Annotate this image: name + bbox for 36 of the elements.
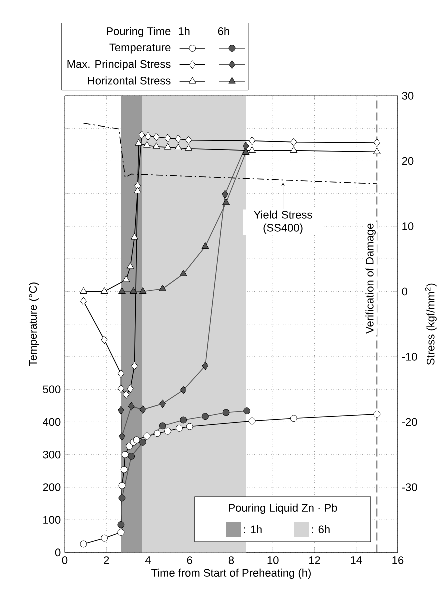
x-tick-label: 4 — [145, 556, 151, 564]
text: Yield Stress (SS400) — [254, 210, 312, 234]
y-tick-label: 200 — [43, 484, 61, 492]
x-tick-label: 8 — [228, 556, 234, 564]
y-tick-label: 0 — [55, 548, 61, 557]
y-axis-title: Temperature (°C) — [28, 282, 40, 366]
x-tick-label: 12 — [309, 556, 320, 564]
legend-label: Temperature — [110, 44, 171, 54]
y2-tick-label: -10 — [402, 353, 418, 361]
y2-tick-label: 30 — [402, 92, 414, 100]
annotation: Pouring Liquid Zn · Pb — [229, 504, 338, 514]
y-tick-label: 400 — [43, 418, 61, 426]
x-tick-label: 6 — [187, 556, 192, 564]
text: 6h — [218, 27, 230, 36]
x-tick-label: 16 — [392, 556, 404, 564]
x-tick-label: 10 — [268, 556, 279, 564]
y2-tick-label: -20 — [402, 418, 418, 426]
legend-label: Horizontal Stress — [88, 76, 171, 85]
x-tick-label: 2 — [104, 556, 110, 564]
ref-line-label: Verification of Damage — [366, 224, 376, 334]
annotation: : 6h — [312, 525, 330, 534]
text: 1h — [179, 27, 190, 36]
y-tick-label: 100 — [44, 516, 61, 524]
y2-tick-label: -30 — [402, 484, 418, 492]
y2-tick-label: 20 — [402, 157, 414, 166]
y2-axis-title: Stress (kgf/mm$^{2}$) — [425, 284, 437, 366]
x-tick-label: 0 — [62, 556, 68, 564]
legend-title: Pouring Time — [107, 27, 171, 38]
y2-tick-label: 0 — [402, 288, 408, 296]
y-tick-label: 300 — [43, 450, 61, 459]
annotation: : 1h — [244, 526, 262, 534]
y2-tick-label: 10 — [402, 222, 414, 230]
x-tick-label: 14 — [351, 556, 362, 564]
x-axis-title: Time from Start of Preheating (h) — [152, 568, 311, 580]
legend-label: Max. Principal Stress — [68, 60, 171, 70]
y-tick-label: 500 — [43, 386, 61, 394]
